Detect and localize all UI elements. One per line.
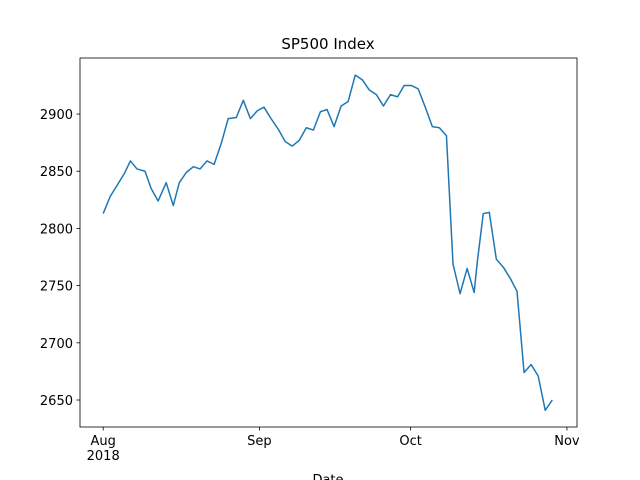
y-tick-label: 2750 xyxy=(40,280,73,295)
x-tick-label: Nov xyxy=(554,434,580,449)
y-tick-label: 2700 xyxy=(40,337,73,352)
x-tick-label: Oct xyxy=(399,434,422,449)
x-tick-label: Aug 2018 xyxy=(86,434,120,464)
y-tick-label: 2900 xyxy=(40,108,73,123)
x-axis-label: Date xyxy=(312,473,343,480)
x-tick-label: Sep xyxy=(247,434,272,449)
y-tick-label: 2850 xyxy=(40,165,73,180)
plot-frame xyxy=(79,57,578,428)
y-tick-label: 2650 xyxy=(40,394,73,409)
chart-title: SP500 Index xyxy=(281,35,374,53)
line-series xyxy=(102,74,553,412)
y-tick-label: 2800 xyxy=(40,222,73,237)
